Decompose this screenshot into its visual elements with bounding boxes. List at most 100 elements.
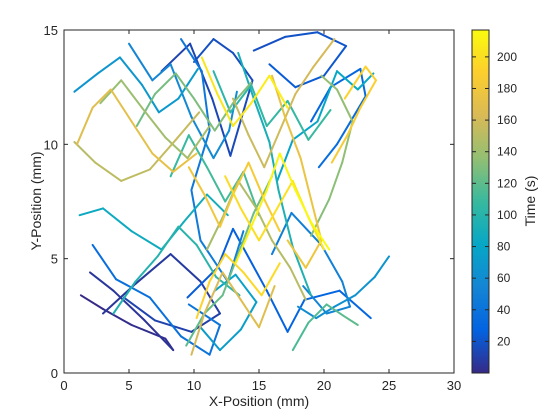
trace-segment [342, 314, 359, 326]
trace-segment [278, 93, 297, 132]
trace-segment [239, 301, 258, 331]
trace-segment [273, 179, 294, 214]
trace-segment [323, 45, 348, 77]
trace-segment [182, 193, 208, 224]
trace-segment [199, 280, 221, 315]
colorbar [472, 30, 489, 373]
trace-segment [286, 99, 310, 141]
trace-segment [237, 211, 255, 256]
trace-segment [169, 63, 193, 118]
trace-segment [134, 255, 159, 283]
trace-segment [278, 152, 297, 192]
trace-segment [96, 56, 121, 75]
trace-segment [239, 298, 260, 329]
colorbar-ticks: 20 40 60 80 100 120 140 160 180 200 [472, 50, 517, 348]
trace-segment [330, 134, 349, 164]
colorbar-tick-label: 200 [497, 50, 517, 64]
trace-segment [195, 243, 218, 278]
trace-segment [252, 97, 271, 143]
trace-segment [143, 319, 175, 352]
trace-lines [73, 31, 390, 356]
trace-segment [212, 70, 232, 114]
trace-segment [263, 129, 281, 169]
x-tick-label: 0 [60, 378, 67, 393]
trace-segment [310, 86, 332, 123]
trace-segment [336, 70, 359, 91]
trace-segment [242, 271, 263, 297]
trace-segment [122, 296, 156, 322]
trace-segment [271, 211, 293, 256]
y-axis: 0 5 10 15 [44, 23, 454, 381]
trace-segment [250, 189, 268, 228]
y-tick-label: 10 [44, 137, 58, 152]
x-tick-label: 5 [125, 378, 132, 393]
trace-segment [307, 109, 332, 141]
trace-segment [128, 42, 154, 82]
trace-segment [263, 198, 281, 233]
trace-segment [190, 129, 211, 192]
trace-segment [130, 120, 154, 155]
trace-segment [213, 102, 234, 132]
trace-segment [320, 243, 344, 283]
trace-segment [112, 280, 137, 315]
trace-segment [99, 79, 123, 105]
colorbar-tick-label: 20 [497, 334, 511, 348]
colorbar-tick-label: 160 [497, 113, 517, 127]
trace-segment [73, 72, 99, 93]
trace-segment [328, 161, 344, 201]
trace-segment [193, 97, 216, 132]
trace-segment [186, 125, 211, 160]
trace-segment [164, 136, 189, 160]
trace-segment [216, 93, 234, 127]
trace-segment [203, 294, 224, 315]
trace-segment [224, 170, 245, 203]
trace-segment [297, 305, 318, 320]
trace-segment [286, 298, 306, 333]
trace-segment [354, 276, 376, 297]
trace-segment [102, 207, 133, 233]
trace-segment [134, 253, 172, 285]
trace-segment [232, 81, 253, 105]
colorbar-tick-label: 80 [497, 240, 511, 254]
trace-segment [234, 225, 253, 265]
colorbar-tick-label: 40 [497, 303, 511, 317]
trace-segment [169, 253, 202, 283]
trace-segment [268, 74, 289, 109]
trace-segment [310, 221, 331, 251]
trace-segment [359, 79, 377, 109]
trace-segment [135, 93, 156, 127]
trace-segment [325, 303, 345, 317]
colorbar-label: Time (s) [522, 176, 538, 227]
trace-segment [336, 88, 354, 123]
trace-segment [212, 129, 231, 160]
trace-segment [120, 79, 143, 109]
x-tick-label: 30 [447, 378, 461, 393]
trace-segment [364, 65, 377, 82]
trace-segment [91, 88, 112, 109]
trace-segment [174, 72, 195, 100]
trace-segment [284, 115, 302, 160]
trace-segment [160, 42, 192, 73]
trace-segment [247, 134, 266, 169]
trace-segment [265, 99, 289, 127]
trace-segment [195, 280, 211, 320]
trace-segment [237, 51, 255, 100]
trace-segment [250, 83, 268, 127]
colorbar-tick-label: 120 [497, 176, 517, 190]
trace-segment [258, 211, 276, 242]
trace-segment [303, 289, 341, 301]
trace-segment [221, 271, 242, 301]
trace-segment [151, 152, 175, 173]
trace-segment [234, 273, 258, 304]
trace-segment [208, 253, 227, 283]
trace-segment [206, 216, 224, 251]
trace-segment [180, 38, 203, 73]
trace-segment [219, 193, 234, 228]
trace-segment [76, 106, 94, 146]
trace-segment [120, 168, 151, 182]
trace-segment [193, 38, 215, 63]
y-axis-label: Y-Position (mm) [28, 151, 44, 250]
trace-segment [271, 239, 292, 269]
trace-segment [317, 143, 338, 169]
trace-segment [294, 65, 315, 95]
